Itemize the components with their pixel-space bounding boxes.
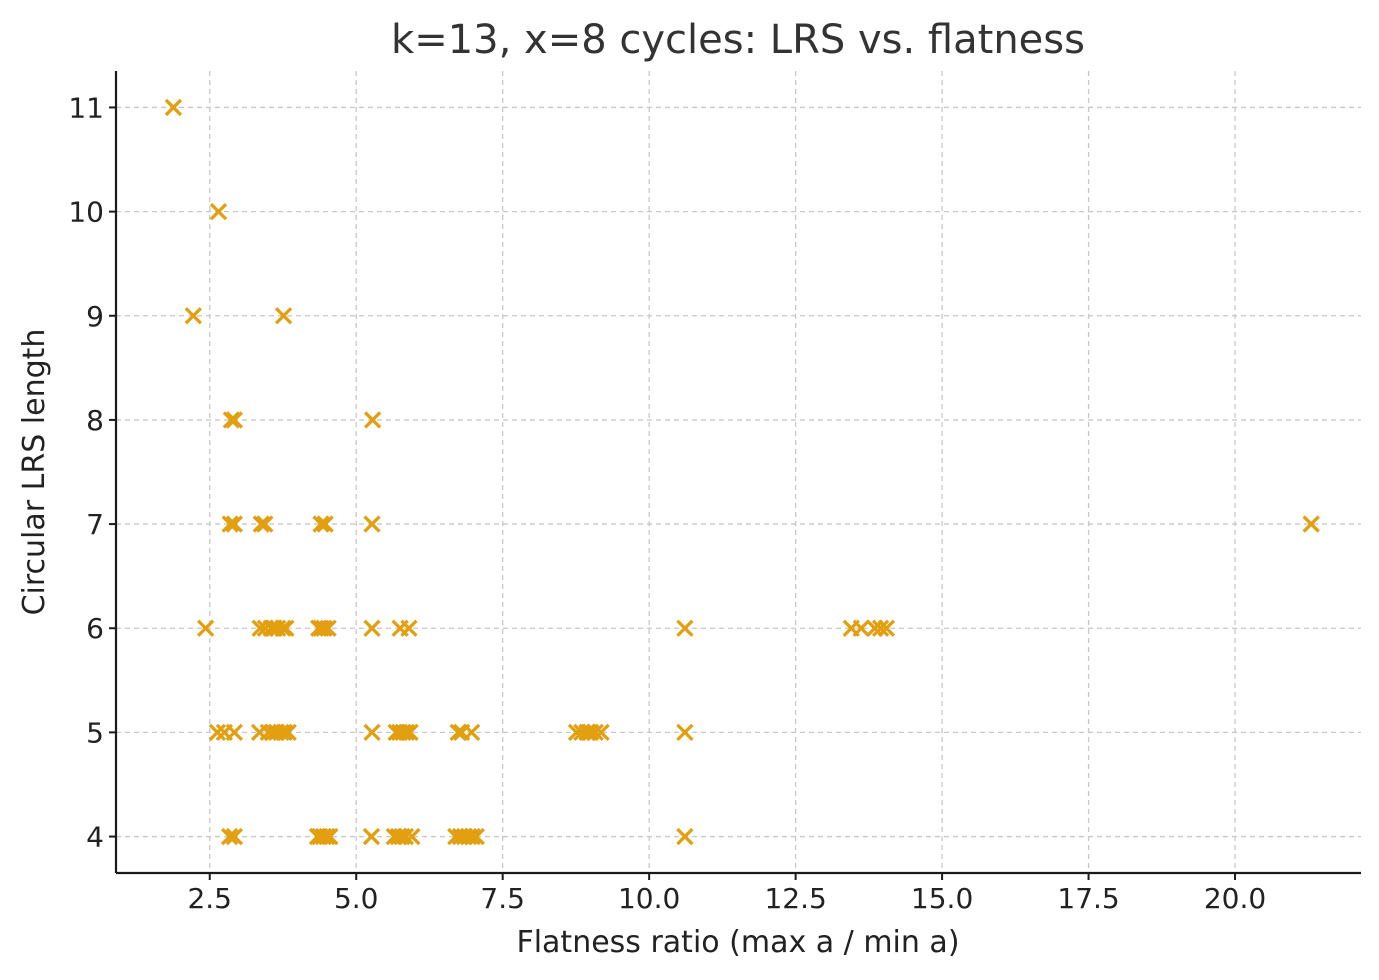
x-tick-label: 2.5 xyxy=(187,882,232,915)
x-tick-label: 7.5 xyxy=(480,882,525,915)
axis-ticks: 2.5 5.0 7.5 10.0 12.5 15.0 17.5 20.0 4 5 6 7 8 9 10 11 xyxy=(68,91,1266,915)
data-point-marker xyxy=(274,619,292,637)
data-point-marker xyxy=(252,515,270,533)
x-tick-label: 12.5 xyxy=(764,882,826,915)
data-point-marker xyxy=(403,827,421,846)
data-point-marker xyxy=(871,619,890,637)
data-point-marker xyxy=(225,411,244,429)
data-point-marker xyxy=(225,723,244,742)
chart-title: k=13, x=8 cycles: LRS vs. flatness xyxy=(391,17,1085,63)
data-point-marker xyxy=(401,723,419,742)
data-point-marker xyxy=(460,827,478,846)
data-point-marker xyxy=(462,723,481,742)
y-tick-label: 8 xyxy=(86,404,104,437)
y-axis-label: Circular LRS length xyxy=(17,329,52,616)
data-point-marker xyxy=(314,827,333,846)
data-point-marker xyxy=(449,723,467,742)
data-points xyxy=(164,98,1320,846)
data-point-marker xyxy=(363,411,382,429)
data-point-marker xyxy=(184,307,203,325)
y-tick-label: 7 xyxy=(86,508,104,541)
x-tick-label: 10.0 xyxy=(618,882,680,915)
data-point-marker xyxy=(209,202,228,221)
data-point-marker xyxy=(400,619,418,637)
y-tick-label: 9 xyxy=(86,300,104,333)
data-point-marker xyxy=(319,619,337,637)
y-tick-label: 5 xyxy=(86,716,104,749)
data-point-marker xyxy=(1302,515,1320,533)
data-point-marker xyxy=(396,827,415,846)
data-point-marker xyxy=(279,723,297,742)
y-tick-label: 4 xyxy=(86,821,104,854)
x-axis-label: Flatness ratio (max a / min a) xyxy=(516,925,959,960)
data-point-marker xyxy=(586,723,604,742)
data-point-marker xyxy=(256,515,274,533)
data-point-marker xyxy=(389,827,408,846)
data-point-marker xyxy=(397,723,416,742)
data-point-marker xyxy=(463,827,481,846)
data-point-marker xyxy=(394,723,412,742)
data-point-marker xyxy=(225,515,244,533)
data-point-marker xyxy=(363,515,381,533)
data-point-marker xyxy=(312,619,330,637)
data-point-marker xyxy=(275,723,293,742)
data-point-marker xyxy=(222,411,241,429)
data-point-marker xyxy=(676,619,694,637)
data-point-marker xyxy=(208,723,227,742)
data-point-marker xyxy=(312,515,330,533)
data-point-marker xyxy=(220,827,239,846)
data-point-marker xyxy=(877,619,896,637)
data-point-marker xyxy=(164,98,183,117)
y-tick-label: 11 xyxy=(68,91,104,124)
data-point-marker xyxy=(225,827,244,846)
grid xyxy=(116,71,1361,873)
x-tick-label: 15.0 xyxy=(911,882,973,915)
data-point-marker xyxy=(315,619,333,637)
data-point-marker xyxy=(196,619,215,637)
data-point-marker xyxy=(676,723,694,742)
data-point-marker xyxy=(221,515,239,533)
x-tick-label: 5.0 xyxy=(334,882,379,915)
data-point-marker xyxy=(277,619,295,637)
y-tick-label: 6 xyxy=(86,612,104,645)
data-point-marker xyxy=(316,515,334,533)
data-point-marker xyxy=(363,723,381,742)
data-point-marker xyxy=(321,827,339,846)
data-point-marker xyxy=(363,619,381,637)
data-point-marker xyxy=(467,827,485,846)
data-point-marker xyxy=(272,723,290,742)
data-point-marker xyxy=(318,827,336,846)
data-point-marker xyxy=(592,723,610,742)
data-point-marker xyxy=(852,619,870,637)
data-point-marker xyxy=(362,827,381,846)
x-tick-label: 17.5 xyxy=(1057,882,1119,915)
data-point-marker xyxy=(274,307,293,325)
x-tick-label: 20.0 xyxy=(1204,882,1266,915)
data-point-marker xyxy=(676,827,694,846)
y-tick-label: 10 xyxy=(68,196,104,229)
